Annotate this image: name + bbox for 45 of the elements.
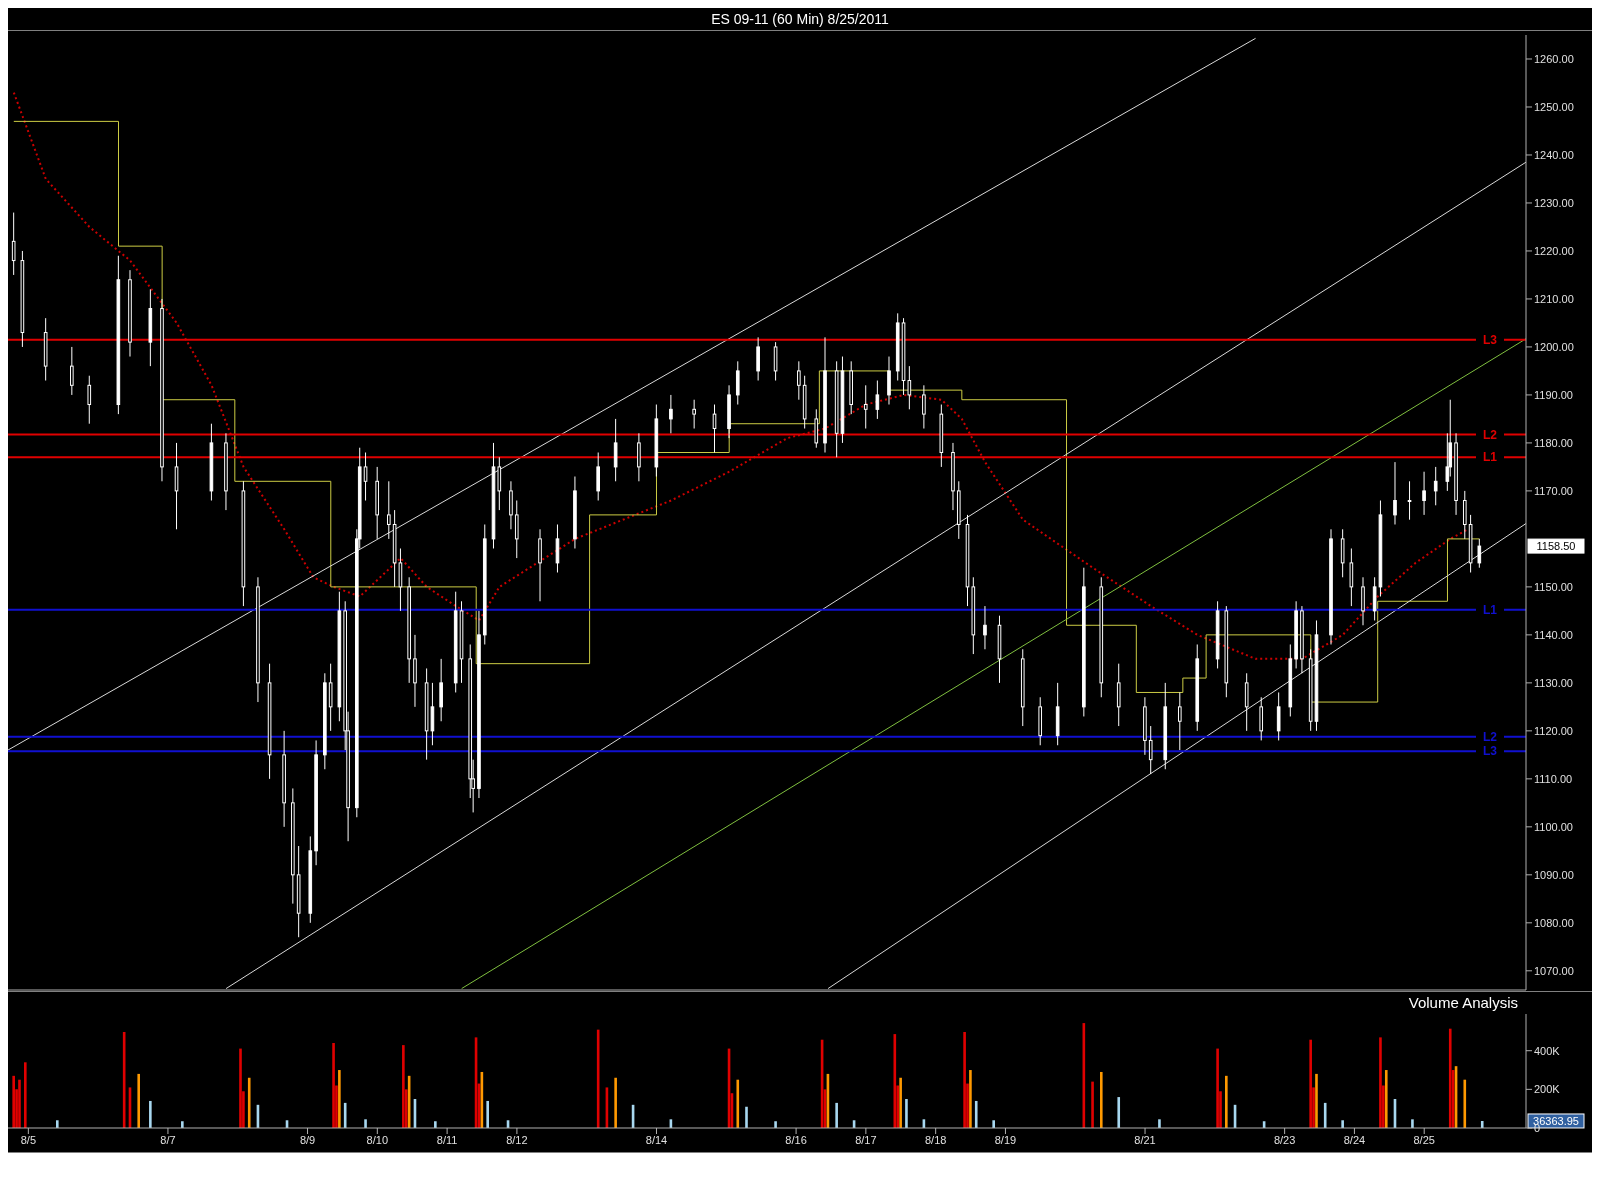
ref-line-label: L1 [1482,602,1498,617]
y-tick-label: 1070.00 [1534,964,1574,977]
x-tick-label: 8/7 [160,1133,176,1146]
y-tick-label: 200K [1534,1083,1561,1096]
x-tick-label: 8/16 [785,1133,807,1146]
ref-line-label: L1 [1482,450,1498,465]
x-tick-label: 8/17 [855,1133,877,1146]
x-tick-label: 8/24 [1343,1133,1366,1146]
x-tick-label: 8/12 [506,1133,528,1146]
ref-line-label: L2 [1482,427,1498,442]
x-tick-label: 8/23 [1273,1133,1296,1146]
ref-line-label: L3 [1482,332,1498,347]
y-tick-label: 1140.00 [1534,628,1573,641]
y-tick-label: 1080.00 [1534,916,1574,929]
x-tick-label: 8/19 [994,1133,1017,1146]
ref-line-label: L2 [1482,729,1498,744]
x-tick-label: 8/21 [1134,1133,1156,1146]
y-tick-label: 1090.00 [1534,868,1574,881]
x-tick-label: 8/10 [366,1133,389,1146]
x-tick-label: 8/5 [20,1133,36,1146]
y-tick-label: 1120.00 [1534,724,1573,737]
text: 1158.50 [1536,540,1576,553]
y-tick-label: 1170.00 [1534,484,1573,497]
y-tick-label: 1180.00 [1534,436,1573,449]
y-tick-label: 1100.00 [1534,820,1573,833]
x-tick-label: 8/25 [1413,1133,1435,1146]
x-tick-label: 8/14 [645,1133,668,1146]
x-tick-label: 8/9 [299,1133,316,1146]
y-tick-label: 1150.00 [1534,580,1573,593]
y-tick-label: 1240.00 [1534,148,1574,161]
y-tick-label: 1130.00 [1534,676,1573,689]
y-tick-label: 1230.00 [1534,196,1574,209]
y-tick-label: 1220.00 [1534,244,1574,257]
x-tick-label: 8/11 [436,1133,458,1146]
y-tick-label: 1200.00 [1534,340,1574,353]
y-tick-label: 1250.00 [1534,100,1574,113]
ref-line-label: L3 [1482,744,1498,759]
text: Volume Analysis [1408,994,1518,1011]
y-tick-label: 1190.00 [1534,388,1573,401]
chart-title: ES 09-11 (60 Min) 8/25/2011 [8,8,1592,31]
y-tick-label: 1260.00 [1534,52,1574,65]
y-tick-label: 1110.00 [1534,772,1573,785]
y-tick-label: 1210.00 [1534,292,1574,305]
x-tick-label: 8/18 [924,1133,947,1146]
y-tick-label: 400K [1534,1044,1561,1057]
